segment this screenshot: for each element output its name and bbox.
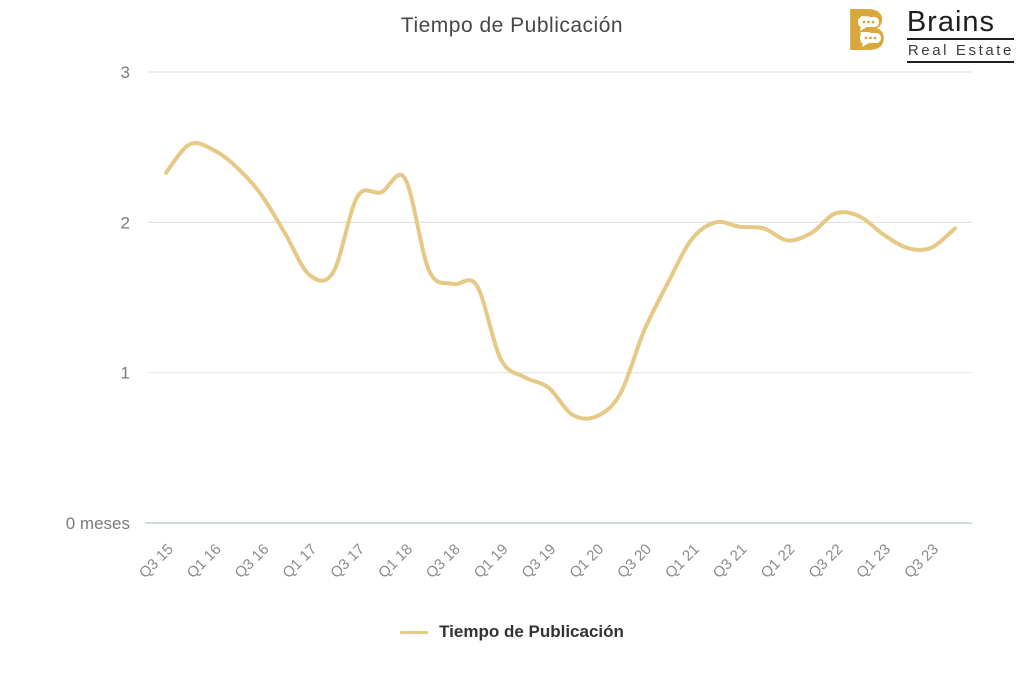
x-tick-label: Q3 20	[614, 541, 655, 582]
x-tick-label: Q3 17	[327, 541, 368, 582]
x-tick-label: Q3 21	[710, 541, 751, 582]
legend-label: Tiempo de Publicación	[439, 622, 624, 641]
x-tick-label: Q1 17	[279, 541, 320, 582]
brand-name: Brains	[906, 7, 1014, 41]
legend-line-swatch	[400, 630, 429, 634]
x-tick-label: Q1 22	[758, 541, 799, 582]
x-tick-label: Q3 19	[518, 541, 559, 582]
brand-text-block: Brains Real Estate	[906, 5, 1014, 64]
x-tick-label: Q3 18	[423, 541, 464, 582]
chart-legend[interactable]: Tiempo de Publicación	[0, 622, 1024, 642]
brand-logo: B Brains Real Estate	[848, 5, 1014, 64]
x-tick-label: Q1 19	[471, 541, 512, 582]
x-tick-label: Q1 23	[853, 541, 894, 582]
x-tick-label: Q1 20	[566, 541, 607, 582]
series-line-tiempo-de-publicacion	[164, 140, 957, 421]
line-chart: 0 meses 1 2 3 Q3 15 Q1 16 Q3 16 Q1 17 Q3 17 Q1 18…	[66, 63, 972, 582]
x-tick-label: Q3 15	[136, 541, 177, 582]
x-tick-label: Q1 21	[662, 541, 703, 582]
x-tick-label: Q1 18	[375, 541, 416, 582]
y-tick-label: 1	[121, 364, 130, 383]
x-tick-label: Q3 22	[805, 541, 846, 582]
x-tick-label: Q3 23	[901, 541, 942, 582]
svg-text:B: B	[848, 5, 888, 53]
y-tick-label: 0 meses	[66, 514, 130, 533]
brains-b-speech-bubbles-icon: B	[848, 5, 888, 53]
y-tick-label: 2	[121, 213, 130, 232]
x-tick-label: Q3 16	[232, 541, 273, 582]
x-tick-label: Q1 16	[184, 541, 225, 582]
brand-subtitle: Real Estate	[906, 40, 1014, 64]
page-title: Tiempo de Publicación	[400, 14, 624, 37]
y-tick-label: 3	[121, 63, 130, 82]
